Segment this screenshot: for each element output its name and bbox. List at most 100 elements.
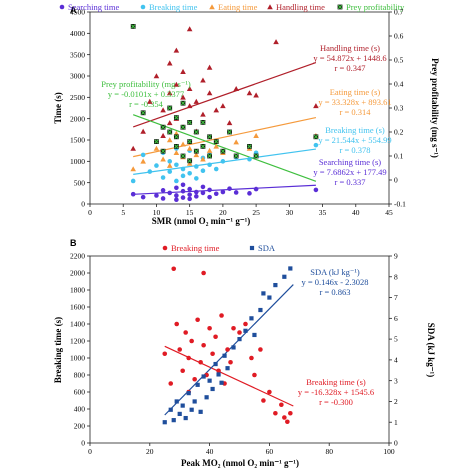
panel-a-profitability-point-cross: [180, 153, 186, 159]
panel-a-profitability-point: [247, 144, 252, 149]
panel-a-eating-point: [140, 158, 146, 164]
panel-b-sda-point: [216, 372, 221, 377]
panel-a-y-axis: 0 500 1000 1500 2000 2500 3000 3500 4000 4500: [70, 8, 90, 209]
panel-b-breaking_b-point: [252, 372, 257, 378]
panel-a-profitability-point-cross: [247, 144, 252, 149]
panel-b-sda-point: [252, 332, 257, 338]
panel-a-profitability-point: [193, 129, 199, 135]
panel-a-profitability-point-cross: [154, 139, 159, 144]
panel-b-breaking_b-point: [225, 347, 230, 352]
panel-b-y-tick-label: 600: [74, 388, 86, 397]
panel-a-legend-profitability-marker: [337, 4, 343, 10]
panel-a-legend-profitability-label: Prey profitability: [346, 2, 405, 12]
panel-b-sda-point: [282, 274, 287, 279]
panel-b-x-tick-label: 80: [325, 447, 333, 456]
panel-a-profitability-point: [200, 120, 206, 125]
panel-a-eating-point: [130, 166, 136, 172]
panel-b-y2-tick-label: 6: [394, 314, 398, 323]
panel-b-sda-point: [243, 328, 248, 333]
panel-b-legend-sda-label: SDA: [258, 243, 276, 253]
panel-b-sda-point: [198, 409, 203, 414]
panel-a-searching-point: [130, 191, 136, 197]
panel-b-y-tick-label: 2000: [70, 269, 85, 278]
panel-a-profitability-point: [173, 144, 179, 149]
panel-b-sda-point: [195, 382, 200, 387]
panel-a-profitability-point-cross: [180, 125, 186, 130]
panel-b-sda-point: [261, 291, 266, 296]
panel-a-y-tick-label: 2000: [70, 114, 85, 123]
panel-b-letter: B: [70, 238, 77, 248]
panel-a-y2-tick-label: 0.1: [394, 152, 404, 161]
panel-a-eating-annotation-line: y = 33.328x + 893.61: [318, 97, 391, 107]
panel-b-y2-tick-label: 1: [394, 418, 398, 427]
panel-a-y-tick-label: 4500: [70, 8, 85, 17]
panel-a-y-tick-label: 0: [81, 200, 85, 209]
panel-b-breaking_b-point: [162, 351, 168, 357]
panel-a-y-tick-label: 1500: [70, 136, 85, 145]
panel-b-breaking_b-point: [180, 368, 185, 374]
panel-a-handling-trendline: [132, 62, 317, 128]
panel-a-handling-point: [193, 98, 200, 104]
panel-a-searching-point: [187, 192, 192, 197]
panel-b-legend-sda-marker: [249, 245, 255, 251]
panel-b-x-tick-label: 20: [146, 447, 154, 456]
panel-b-breaking_b-point: [219, 313, 224, 318]
panel-b-sda-point: [210, 386, 215, 392]
panel-a-profitability-point-cross: [167, 129, 172, 135]
panel-a-profitability-point-cross: [227, 129, 232, 135]
panel-a-searching-point: [253, 186, 259, 192]
panel-b-breaking_b-point: [288, 410, 293, 416]
panel-a-y2-axis-title: Prey profitability (mg s⁻¹): [430, 58, 440, 158]
panel-b-y2-tick-label: 5: [394, 335, 398, 344]
panel-b-breaking_b-point: [201, 270, 206, 276]
panel-a-breaking-point: [200, 168, 206, 174]
panel-b-legend-breaking_b-marker: [162, 245, 168, 251]
panel-a-eating-annotation-line: r = 0.314: [340, 107, 372, 117]
panel-a-eating-point: [166, 137, 173, 143]
panel-a-breaking-point: [194, 176, 199, 181]
panel-a-profitability-point-cross: [180, 101, 186, 106]
panel-b-sda-annotation-line: y = 0.146x - 2.3028: [301, 277, 368, 287]
panel-a-profitability-point-cross: [207, 153, 212, 159]
panel-a-breaking-point: [194, 164, 199, 169]
panel-a-searching-point: [213, 191, 219, 197]
panel-a-handling-point: [166, 120, 173, 126]
panel-b-x-axis-title: Peak MO₂ (nmol O₂ min⁻¹ g⁻¹): [181, 458, 299, 468]
panel-b-y-tick-label: 1200: [70, 337, 85, 346]
panel-b-breaking_b-point: [195, 317, 200, 323]
panel-b-points: [162, 266, 293, 425]
panel-a-eating-point: [213, 143, 220, 149]
panel-a-x-tick-label: 10: [153, 208, 161, 217]
panel-a-handling-point: [160, 132, 166, 138]
panel-b-y-tick-label: 1800: [70, 286, 85, 295]
panel-a-handling-annotation-line: Handling time (s): [320, 43, 380, 53]
panel-a-searching-point: [200, 190, 206, 196]
panel-b-sda-point: [231, 345, 236, 350]
panel-a-profitability-point-cross: [140, 110, 146, 115]
panel-b-y-tick-label: 2200: [70, 252, 85, 261]
panel-b-sda-point: [213, 361, 218, 367]
panel-a-searching-point: [207, 194, 212, 200]
panel-a-searching-point: [180, 195, 186, 200]
panel-a-handling-point: [273, 39, 279, 45]
panel-b-breaking_b-annotation-line: r = -0.300: [319, 397, 353, 407]
panel-a-annotations: Searching time (s)y = 7.6862x + 177.49r …: [101, 43, 391, 187]
panel-b-y-axis: 0 200 400 600 800 1000 1200 1400 1600 1800 2000 220…: [70, 252, 90, 448]
panel-b-breaking_b-point: [186, 355, 191, 361]
panel-a-legend-handling-marker: [267, 4, 273, 10]
panel-b-breaking_b-trendline: [164, 345, 294, 407]
panel-b-breaking_b-point: [258, 347, 263, 352]
panel-b-sda-annotation-line: r = 0.863: [320, 287, 351, 297]
panel-a-handling-point: [200, 77, 206, 83]
panel-a-profitability-point-cross: [131, 24, 136, 29]
panel-a-x-tick-label: 30: [286, 208, 294, 217]
panel-b-x-tick-label: 40: [206, 447, 214, 456]
panel-a-searching-point: [154, 193, 159, 198]
panel-a-profitability-point: [227, 129, 232, 135]
panel-a-searching-point: [160, 196, 166, 201]
panel-b-y2-tick-label: 9: [394, 252, 398, 261]
panel-a-y2-tick-label: 0.7: [394, 8, 404, 17]
panel-a-profitability-point: [220, 148, 226, 154]
panel-a-searching-point: [207, 187, 212, 193]
panel-b-plot-frame: [89, 255, 390, 444]
